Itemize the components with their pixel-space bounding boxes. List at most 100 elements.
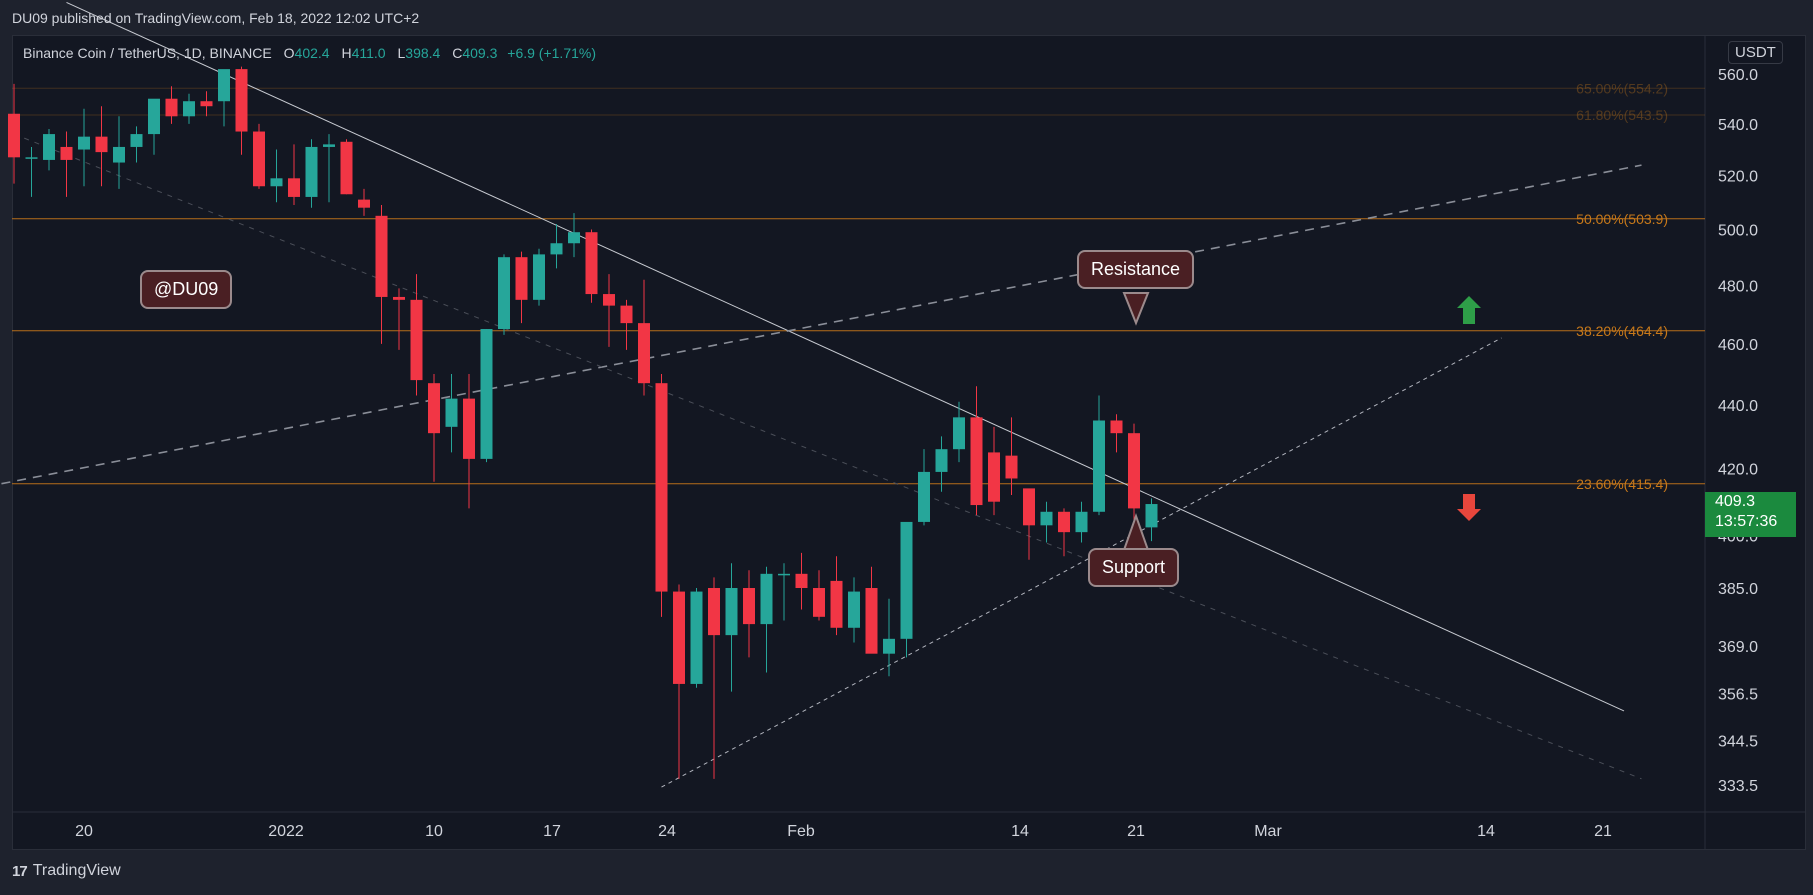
candle	[375, 204, 388, 344]
candle-body	[113, 146, 125, 163]
candle-body	[690, 591, 703, 684]
candle	[428, 373, 440, 482]
publisher-line: DU09 published on TradingView.com, Feb 1…	[12, 10, 420, 26]
candle-body	[235, 69, 248, 132]
low-label: L	[397, 45, 406, 61]
candle	[725, 563, 738, 692]
price-tick-label: 344.5	[1718, 733, 1758, 750]
candle	[865, 566, 878, 654]
candle	[270, 149, 283, 203]
trendline-ascending-support	[661, 337, 1502, 788]
candle	[830, 556, 843, 636]
candle-body	[78, 136, 90, 150]
open-value: 402.4	[294, 45, 330, 61]
candle	[1023, 488, 1035, 560]
candle	[410, 274, 423, 396]
candle	[743, 570, 755, 658]
candle	[183, 93, 195, 124]
currency-button[interactable]: USDT	[1728, 41, 1783, 64]
candle-body	[918, 471, 930, 522]
candle-body	[393, 296, 405, 300]
candle	[1110, 414, 1123, 453]
candle-body	[673, 591, 685, 684]
candle-body	[253, 131, 265, 187]
time-tick-label: 21	[1594, 823, 1612, 840]
time-tick-label: 10	[425, 823, 443, 840]
price-tick-label: 385.0	[1718, 581, 1758, 598]
price-tick-label: 333.5	[1718, 778, 1758, 795]
footer: 17 TradingView	[12, 862, 121, 880]
candle-body	[445, 398, 458, 427]
candle	[8, 83, 20, 184]
candle-body	[550, 243, 563, 255]
candle-body	[375, 215, 388, 297]
candle-body	[43, 134, 55, 160]
candle-body	[130, 134, 143, 147]
candle-body	[1110, 420, 1123, 434]
time-tick-label: 14	[1011, 823, 1029, 840]
candle-body	[655, 383, 668, 592]
candle	[778, 563, 790, 621]
high-value: 411.0	[351, 45, 386, 61]
time-tick-label: Mar	[1254, 823, 1282, 840]
bar-countdown: 13:57:36	[1715, 513, 1778, 530]
candle	[235, 66, 248, 155]
time-axis: 20 2022 10 17 24 Feb 14 21 Mar 14 21	[75, 823, 1612, 840]
grid	[12, 36, 1806, 850]
candle	[813, 570, 825, 621]
candle	[43, 128, 55, 171]
candle	[970, 386, 983, 516]
candle-body	[865, 588, 878, 654]
fib-level-label: 65.00%(554.2)	[1576, 80, 1668, 96]
candle	[358, 188, 370, 216]
footer-brand[interactable]: TradingView	[32, 862, 121, 879]
candle	[673, 584, 685, 779]
candle-body	[1075, 511, 1088, 533]
price-tick-label: 460.0	[1718, 337, 1758, 354]
candle	[690, 588, 703, 688]
candle	[883, 598, 895, 677]
candle-body	[603, 294, 615, 306]
candle-body	[1145, 504, 1158, 528]
arrow-up-icon	[1457, 296, 1481, 324]
candle	[165, 86, 178, 124]
time-tick-label: 24	[658, 823, 676, 840]
candle-body	[568, 232, 580, 244]
time-tick-label: 21	[1127, 823, 1145, 840]
candle-body	[218, 69, 230, 102]
candle-body	[410, 299, 423, 381]
symbol-name: Binance Coin / TetherUS, 1D, BINANCE	[23, 45, 272, 61]
candle-body	[830, 580, 843, 628]
tradingview-logo-icon: 17	[12, 862, 28, 880]
candle	[1128, 423, 1140, 529]
fib-level-label: 50.00%(503.9)	[1576, 211, 1668, 227]
trendline-faint-descending	[13, 133, 1642, 780]
candle-body	[1093, 420, 1105, 512]
last-price: 409.3	[1715, 493, 1756, 510]
fib-level-label: 23.60%(415.4)	[1576, 476, 1668, 492]
candle-body	[60, 146, 73, 160]
candle	[393, 288, 405, 350]
candle	[25, 146, 38, 197]
candle	[148, 98, 160, 155]
candle-body	[900, 521, 913, 639]
resistance-pointer	[1122, 292, 1150, 326]
candle	[918, 449, 930, 526]
candles	[8, 66, 1158, 779]
candle	[620, 299, 633, 350]
candle	[200, 91, 213, 117]
open-label: O	[283, 45, 295, 61]
candle	[498, 254, 510, 335]
time-tick-label: 17	[543, 823, 561, 840]
fib-level-label: 38.20%(464.4)	[1576, 323, 1668, 339]
direction-arrows	[1122, 292, 1481, 551]
candle	[95, 106, 108, 187]
candle	[1075, 501, 1088, 543]
trendline-descending-resistance	[66, 1, 1625, 712]
candle-body	[743, 588, 755, 625]
candle	[760, 566, 773, 673]
fib-level-label: 61.80%(543.5)	[1576, 107, 1668, 123]
candle-body	[1005, 455, 1018, 479]
candle-body	[148, 98, 160, 135]
